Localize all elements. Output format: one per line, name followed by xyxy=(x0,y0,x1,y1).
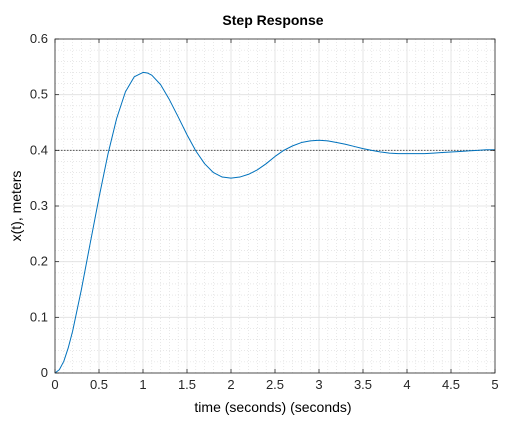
x-axis-label: time (seconds) (seconds) xyxy=(194,399,351,415)
y-tick-label: 0.1 xyxy=(30,309,48,324)
x-tick-label: 3.5 xyxy=(354,377,372,392)
y-axis-ticks: 0 0.1 0.2 0.3 0.4 0.5 0.6 xyxy=(30,31,495,380)
x-tick-label: 4 xyxy=(403,377,410,392)
series-group xyxy=(54,71,495,374)
x-tick-label: 0.5 xyxy=(90,377,108,392)
y-tick-label: 0 xyxy=(41,365,48,380)
x-tick-label: 2.5 xyxy=(266,377,284,392)
x-tick-label: 5 xyxy=(491,377,498,392)
y-tick-label: 0.5 xyxy=(30,87,48,102)
chart-title: Step Response xyxy=(222,12,323,28)
step-response-line xyxy=(54,71,495,374)
y-tick-label: 0.3 xyxy=(30,198,48,213)
y-axis-label: x(t), meters xyxy=(8,171,24,242)
x-axis-ticks: 0 0.5 1 1.5 2 2.5 3 3.5 4 4.5 5 xyxy=(51,39,499,392)
x-tick-label: 1.5 xyxy=(178,377,196,392)
y-tick-label: 0.6 xyxy=(30,31,48,46)
x-tick-label: 1 xyxy=(139,377,146,392)
x-tick-label: 0 xyxy=(51,377,58,392)
x-tick-label: 4.5 xyxy=(442,377,460,392)
x-tick-label: 3 xyxy=(315,377,322,392)
x-tick-label: 2 xyxy=(227,377,234,392)
y-tick-label: 0.4 xyxy=(30,142,48,157)
y-tick-label: 0.2 xyxy=(30,254,48,269)
